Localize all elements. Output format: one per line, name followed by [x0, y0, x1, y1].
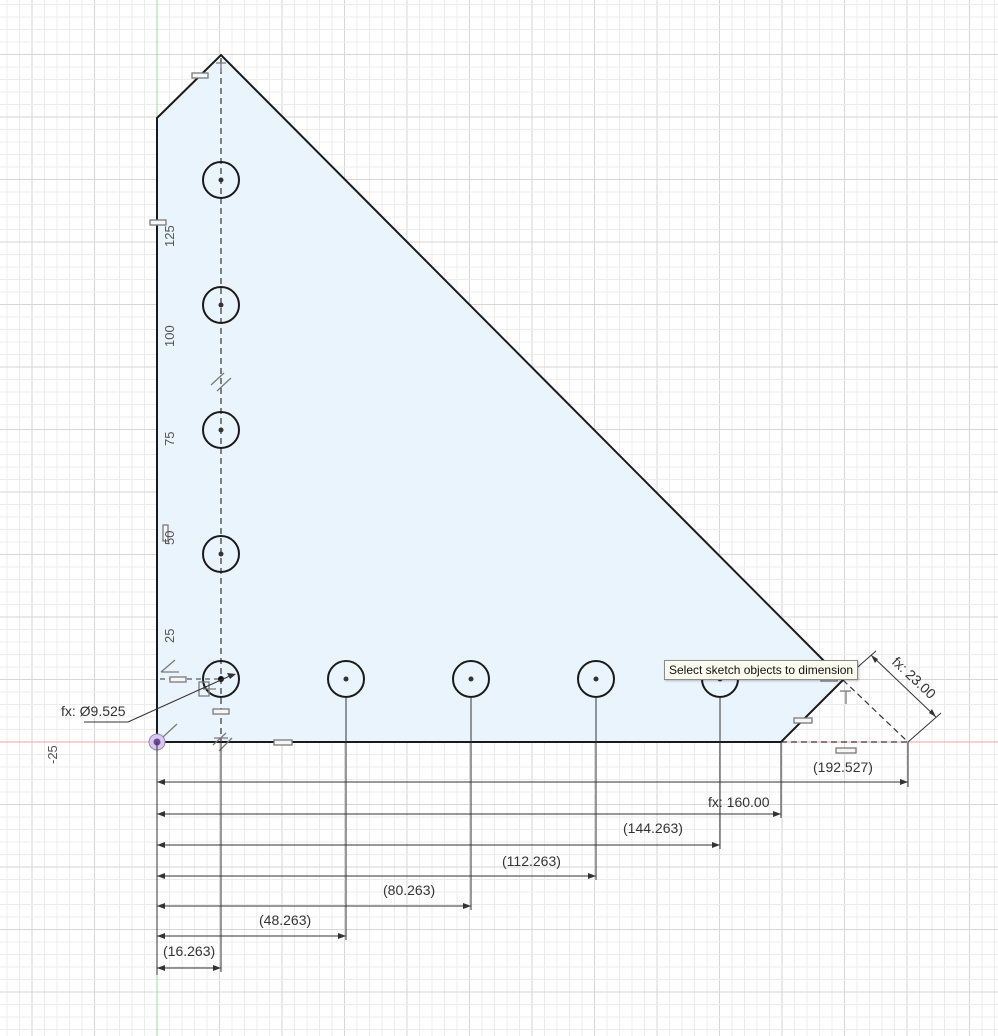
hole[interactable] [202, 161, 240, 199]
chamfer-dimension-line[interactable] [870, 654, 937, 718]
dimensions [84, 650, 942, 975]
chamfer-construction-line[interactable] [842, 679, 909, 743]
y-tick-label: 100 [162, 325, 177, 347]
axis-labels: 125 100 75 50 25 -25 [45, 225, 177, 764]
fix-constraint-icon[interactable] [198, 681, 216, 697]
hole-diameter-dimension[interactable]: fx: Ø9.525 [61, 703, 126, 719]
y-tick-label: 75 [162, 432, 177, 446]
vertical-constraint-icon[interactable] [149, 219, 167, 226]
horizontal-constraint-icon[interactable] [191, 72, 209, 79]
horizontal-constraint-icon[interactable] [169, 676, 187, 683]
parallel-constraint-icon[interactable] [793, 717, 813, 724]
hole[interactable] [202, 411, 240, 449]
hole-offset-dimension[interactable]: (16.263) [163, 943, 215, 959]
coincident-constraint-icon[interactable] [160, 659, 179, 673]
overall-width-dimension[interactable]: (192.527) [813, 759, 873, 775]
base-length-dimension[interactable]: fx: 160.00 [708, 794, 770, 810]
vertical-constraint-icon[interactable] [162, 524, 169, 542]
y-tick-label: 50 [162, 531, 177, 545]
hole[interactable] [202, 535, 240, 573]
constraints [149, 62, 857, 754]
hole-offset-dimension[interactable]: (112.263) [502, 853, 561, 869]
hole-offset-dimension[interactable]: (80.263) [383, 882, 435, 898]
parallel-constraint-icon[interactable] [210, 372, 232, 392]
sketch-profile[interactable] [156, 53, 845, 743]
x-tick-label: -25 [45, 745, 60, 764]
horizontal-constraint-icon[interactable] [273, 739, 293, 746]
coincident-constraint-icon[interactable] [162, 723, 178, 738]
horizontal-constraint-icon[interactable] [212, 708, 230, 715]
hole[interactable] [202, 286, 240, 324]
vertical-constraint-icon[interactable] [840, 690, 851, 704]
vertical-constraint-icon[interactable] [216, 62, 226, 72]
horizontal-constraint-icon[interactable] [835, 747, 857, 754]
y-tick-label: 25 [162, 629, 177, 643]
hole-offset-dimension[interactable]: (144.263) [623, 820, 683, 836]
y-tick-label: 125 [162, 225, 177, 247]
tooltip: Select sketch objects to dimension [664, 660, 859, 680]
hole-offset-dimension[interactable]: (48.263) [259, 912, 311, 928]
